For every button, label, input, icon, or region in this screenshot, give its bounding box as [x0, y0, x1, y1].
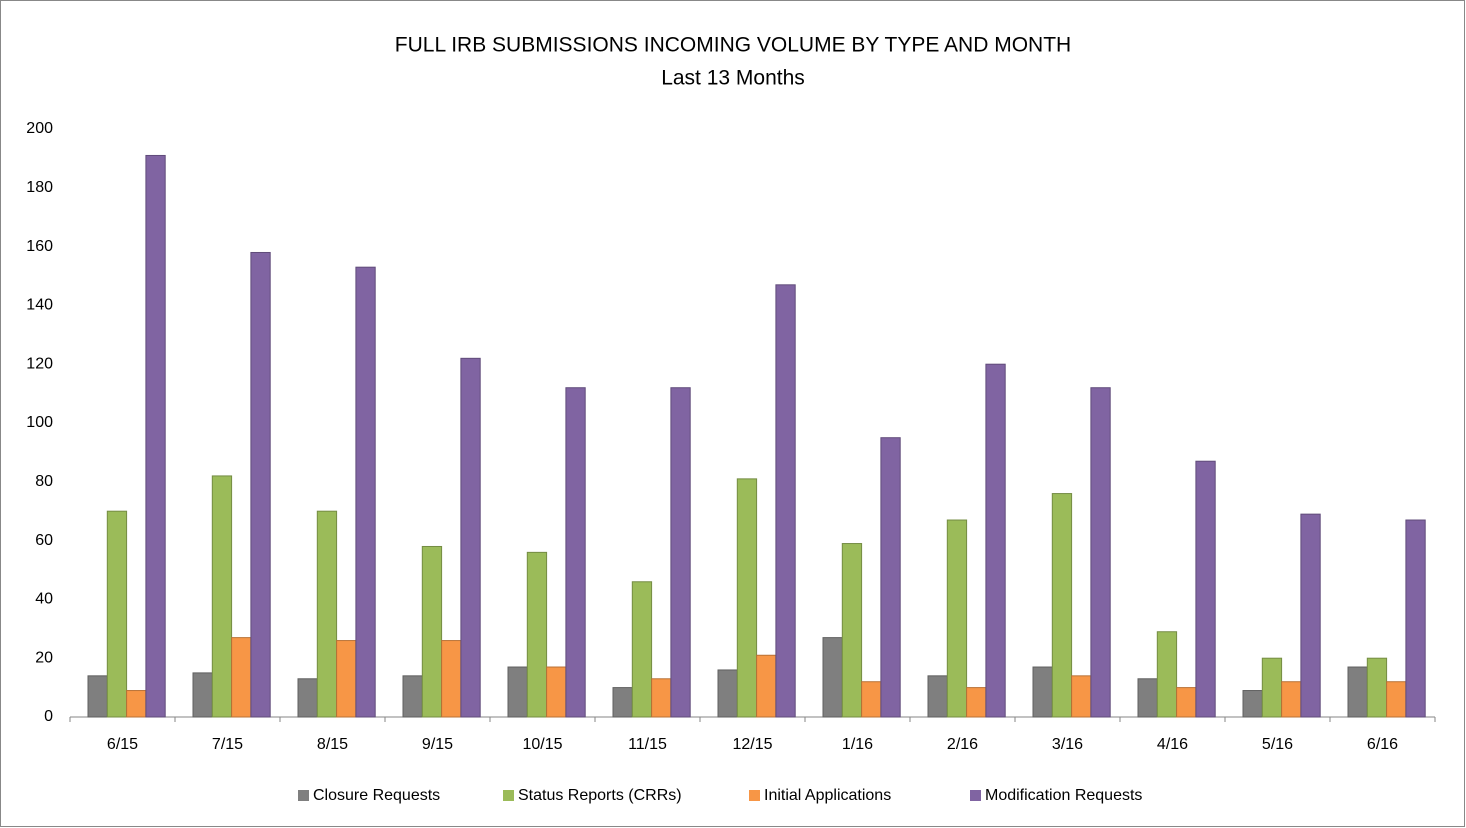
bar [1261, 657, 1283, 718]
bar [651, 678, 672, 718]
bar [1242, 690, 1263, 718]
bar [1137, 678, 1158, 718]
x-tick-label: 5/16 [1262, 736, 1293, 753]
bar [106, 510, 128, 718]
bar [966, 687, 987, 718]
bar [1405, 519, 1426, 718]
bar [880, 437, 901, 718]
bar [507, 666, 528, 718]
x-tick-label: 9/15 [422, 736, 453, 753]
bar [355, 266, 376, 718]
x-tick-label: 8/15 [317, 736, 348, 753]
bar [316, 510, 338, 718]
bar [402, 675, 423, 718]
bar [526, 551, 548, 718]
y-tick-label: 160 [26, 238, 53, 255]
bar [1366, 657, 1388, 718]
bar [460, 357, 481, 718]
bar [612, 687, 633, 718]
bar [985, 363, 1006, 718]
bar [565, 387, 586, 718]
bar [231, 637, 252, 718]
bar [1347, 666, 1368, 718]
bar [192, 672, 213, 718]
legend-label: Modification Requests [985, 787, 1142, 804]
legend-swatch [749, 790, 760, 801]
bar [211, 475, 233, 718]
x-tick-label: 6/15 [107, 736, 138, 753]
bar [1156, 631, 1178, 718]
bar [822, 637, 843, 718]
y-tick-label: 60 [35, 532, 53, 549]
bar [421, 545, 443, 718]
y-tick-label: 100 [26, 414, 53, 431]
y-tick-label: 140 [26, 297, 53, 314]
x-tick-label: 11/15 [628, 736, 667, 753]
bar [946, 519, 968, 718]
bar [126, 690, 147, 718]
legend-label: Initial Applications [764, 787, 891, 804]
bar [441, 640, 462, 718]
bar [1176, 687, 1197, 718]
bar [87, 675, 108, 718]
x-tick-label: 2/16 [947, 736, 978, 753]
bar [1281, 681, 1302, 718]
bar [775, 284, 796, 718]
y-tick-label: 120 [26, 355, 53, 372]
bar [1090, 387, 1111, 718]
y-tick-label: 20 [35, 649, 53, 666]
y-tick-label: 200 [26, 120, 53, 137]
bar [927, 675, 948, 718]
bar [1032, 666, 1053, 718]
legend-label: Closure Requests [313, 787, 440, 804]
chart-title: FULL IRB SUBMISSIONS INCOMING VOLUME BY … [395, 34, 1071, 57]
bar [297, 678, 318, 718]
y-tick-label: 0 [44, 708, 53, 725]
x-tick-label: 1/16 [842, 736, 873, 753]
bar [1386, 681, 1407, 718]
bar [546, 666, 567, 718]
bar [717, 669, 738, 718]
y-tick-label: 40 [35, 591, 53, 608]
bar [736, 478, 758, 718]
bar [756, 654, 777, 718]
bar [1300, 513, 1321, 718]
y-tick-label: 80 [35, 473, 53, 490]
x-tick-label: 12/15 [732, 736, 772, 753]
bar [631, 581, 653, 718]
bar [336, 640, 357, 718]
x-tick-label: 4/16 [1157, 736, 1188, 753]
legend-swatch [503, 790, 514, 801]
bar [1051, 493, 1073, 718]
bar [841, 543, 863, 718]
x-tick-label: 10/15 [522, 736, 562, 753]
legend-label: Status Reports (CRRs) [518, 787, 682, 804]
x-tick-label: 6/16 [1367, 736, 1398, 753]
bar [250, 251, 271, 718]
y-tick-label: 180 [26, 179, 53, 196]
legend-swatch [298, 790, 309, 801]
x-tick-label: 3/16 [1052, 736, 1083, 753]
chart-subtitle: Last 13 Months [661, 67, 805, 90]
bar [1071, 675, 1092, 718]
x-tick-label: 7/15 [212, 736, 243, 753]
bar [861, 681, 882, 718]
bar [1195, 460, 1216, 718]
legend-swatch [970, 790, 981, 801]
bar [670, 387, 691, 718]
bar [145, 154, 166, 718]
